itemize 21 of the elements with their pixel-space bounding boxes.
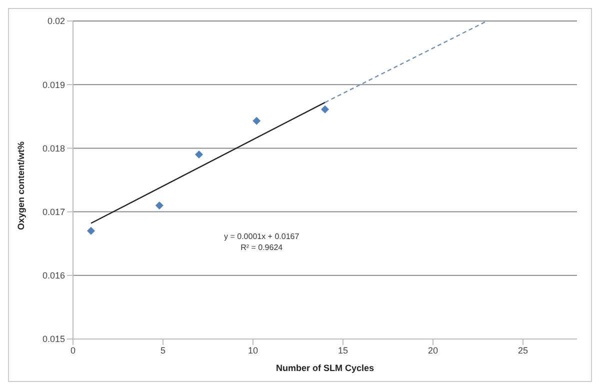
x-tick-label: 5 <box>160 345 166 356</box>
point <box>321 105 329 114</box>
y-tick-label: 0.017 <box>42 206 65 217</box>
y-tick-label: 0.018 <box>42 143 65 154</box>
y-tick-label: 0.019 <box>42 80 65 90</box>
x-tick-label: 25 <box>518 345 528 356</box>
point <box>87 226 95 235</box>
annotation: R² = 0.9624 <box>240 242 284 253</box>
x-tick-label: 0 <box>70 345 76 356</box>
x-tick-label: 20 <box>428 345 438 356</box>
y-tick-label: 0.02 <box>47 16 65 26</box>
y-tick-label: 0.016 <box>42 270 65 281</box>
x-axis-title: Number of SLM Cycles <box>276 363 374 373</box>
y-tick-label: 0.015 <box>42 334 65 344</box>
point <box>195 150 203 159</box>
annotation: y = 0.0001x + 0.0167 <box>224 231 300 242</box>
y-axis-title: Oxygen content/wt% <box>16 141 26 230</box>
point <box>155 201 164 210</box>
x-tick-label: 10 <box>248 345 258 356</box>
point <box>252 116 261 125</box>
x-tick-label: 15 <box>338 345 348 356</box>
